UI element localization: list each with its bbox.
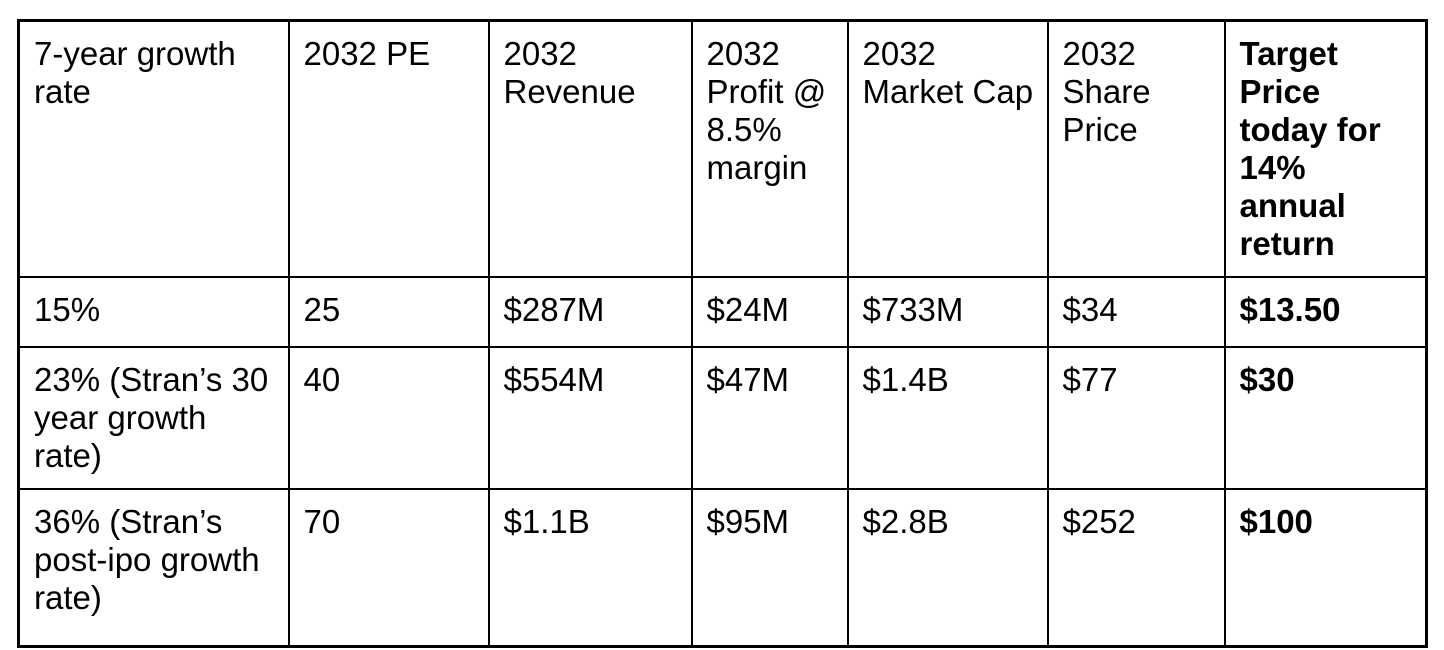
cell-revenue: $554M [487,346,693,490]
cell-pe: 40 [287,346,490,490]
cell-revenue: $287M [487,276,693,348]
cell-target-price: $13.50 [1223,276,1428,348]
cell-target-price: $30 [1223,346,1428,490]
valuation-scenario-table: 7-year growth rate 2032 PE 2032 Revenue … [17,19,1428,648]
cell-pe: 70 [287,488,490,647]
cell-market-cap: $1.4B [846,346,1049,490]
header-2032-market-cap: 2032 Market Cap [846,19,1049,278]
cell-profit: $24M [690,276,849,348]
header-2032-pe: 2032 PE [287,19,490,278]
cell-market-cap: $733M [846,276,1049,348]
cell-pe: 25 [287,276,490,348]
cell-growth-rate: 36% (Stran’s post-ipo growth rate) [17,488,290,647]
cell-share-price: $34 [1046,276,1226,348]
cell-share-price: $77 [1046,346,1226,490]
table-row: 15% 25 $287M $24M $733M $34 $13.50 [17,276,1428,348]
cell-growth-rate: 15% [17,276,290,348]
cell-profit: $95M [690,488,849,647]
cell-share-price: $252 [1046,488,1226,647]
table-header-row: 7-year growth rate 2032 PE 2032 Revenue … [17,19,1428,278]
table-row: 23% (Stran’s 30 year growth rate) 40 $55… [17,346,1428,490]
cell-revenue: $1.1B [487,488,693,647]
cell-profit: $47M [690,346,849,490]
header-2032-share-price: 2032 Share Price [1046,19,1226,278]
cell-market-cap: $2.8B [846,488,1049,647]
table-row: 36% (Stran’s post-ipo growth rate) 70 $1… [17,488,1428,647]
header-growth-rate: 7-year growth rate [17,19,290,278]
cell-target-price: $100 [1223,488,1428,647]
header-2032-revenue: 2032 Revenue [487,19,693,278]
header-target-price: Target Price today for 14% annual return [1223,19,1428,278]
header-2032-profit: 2032 Profit @ 8.5% margin [690,19,849,278]
cell-growth-rate: 23% (Stran’s 30 year growth rate) [17,346,290,490]
